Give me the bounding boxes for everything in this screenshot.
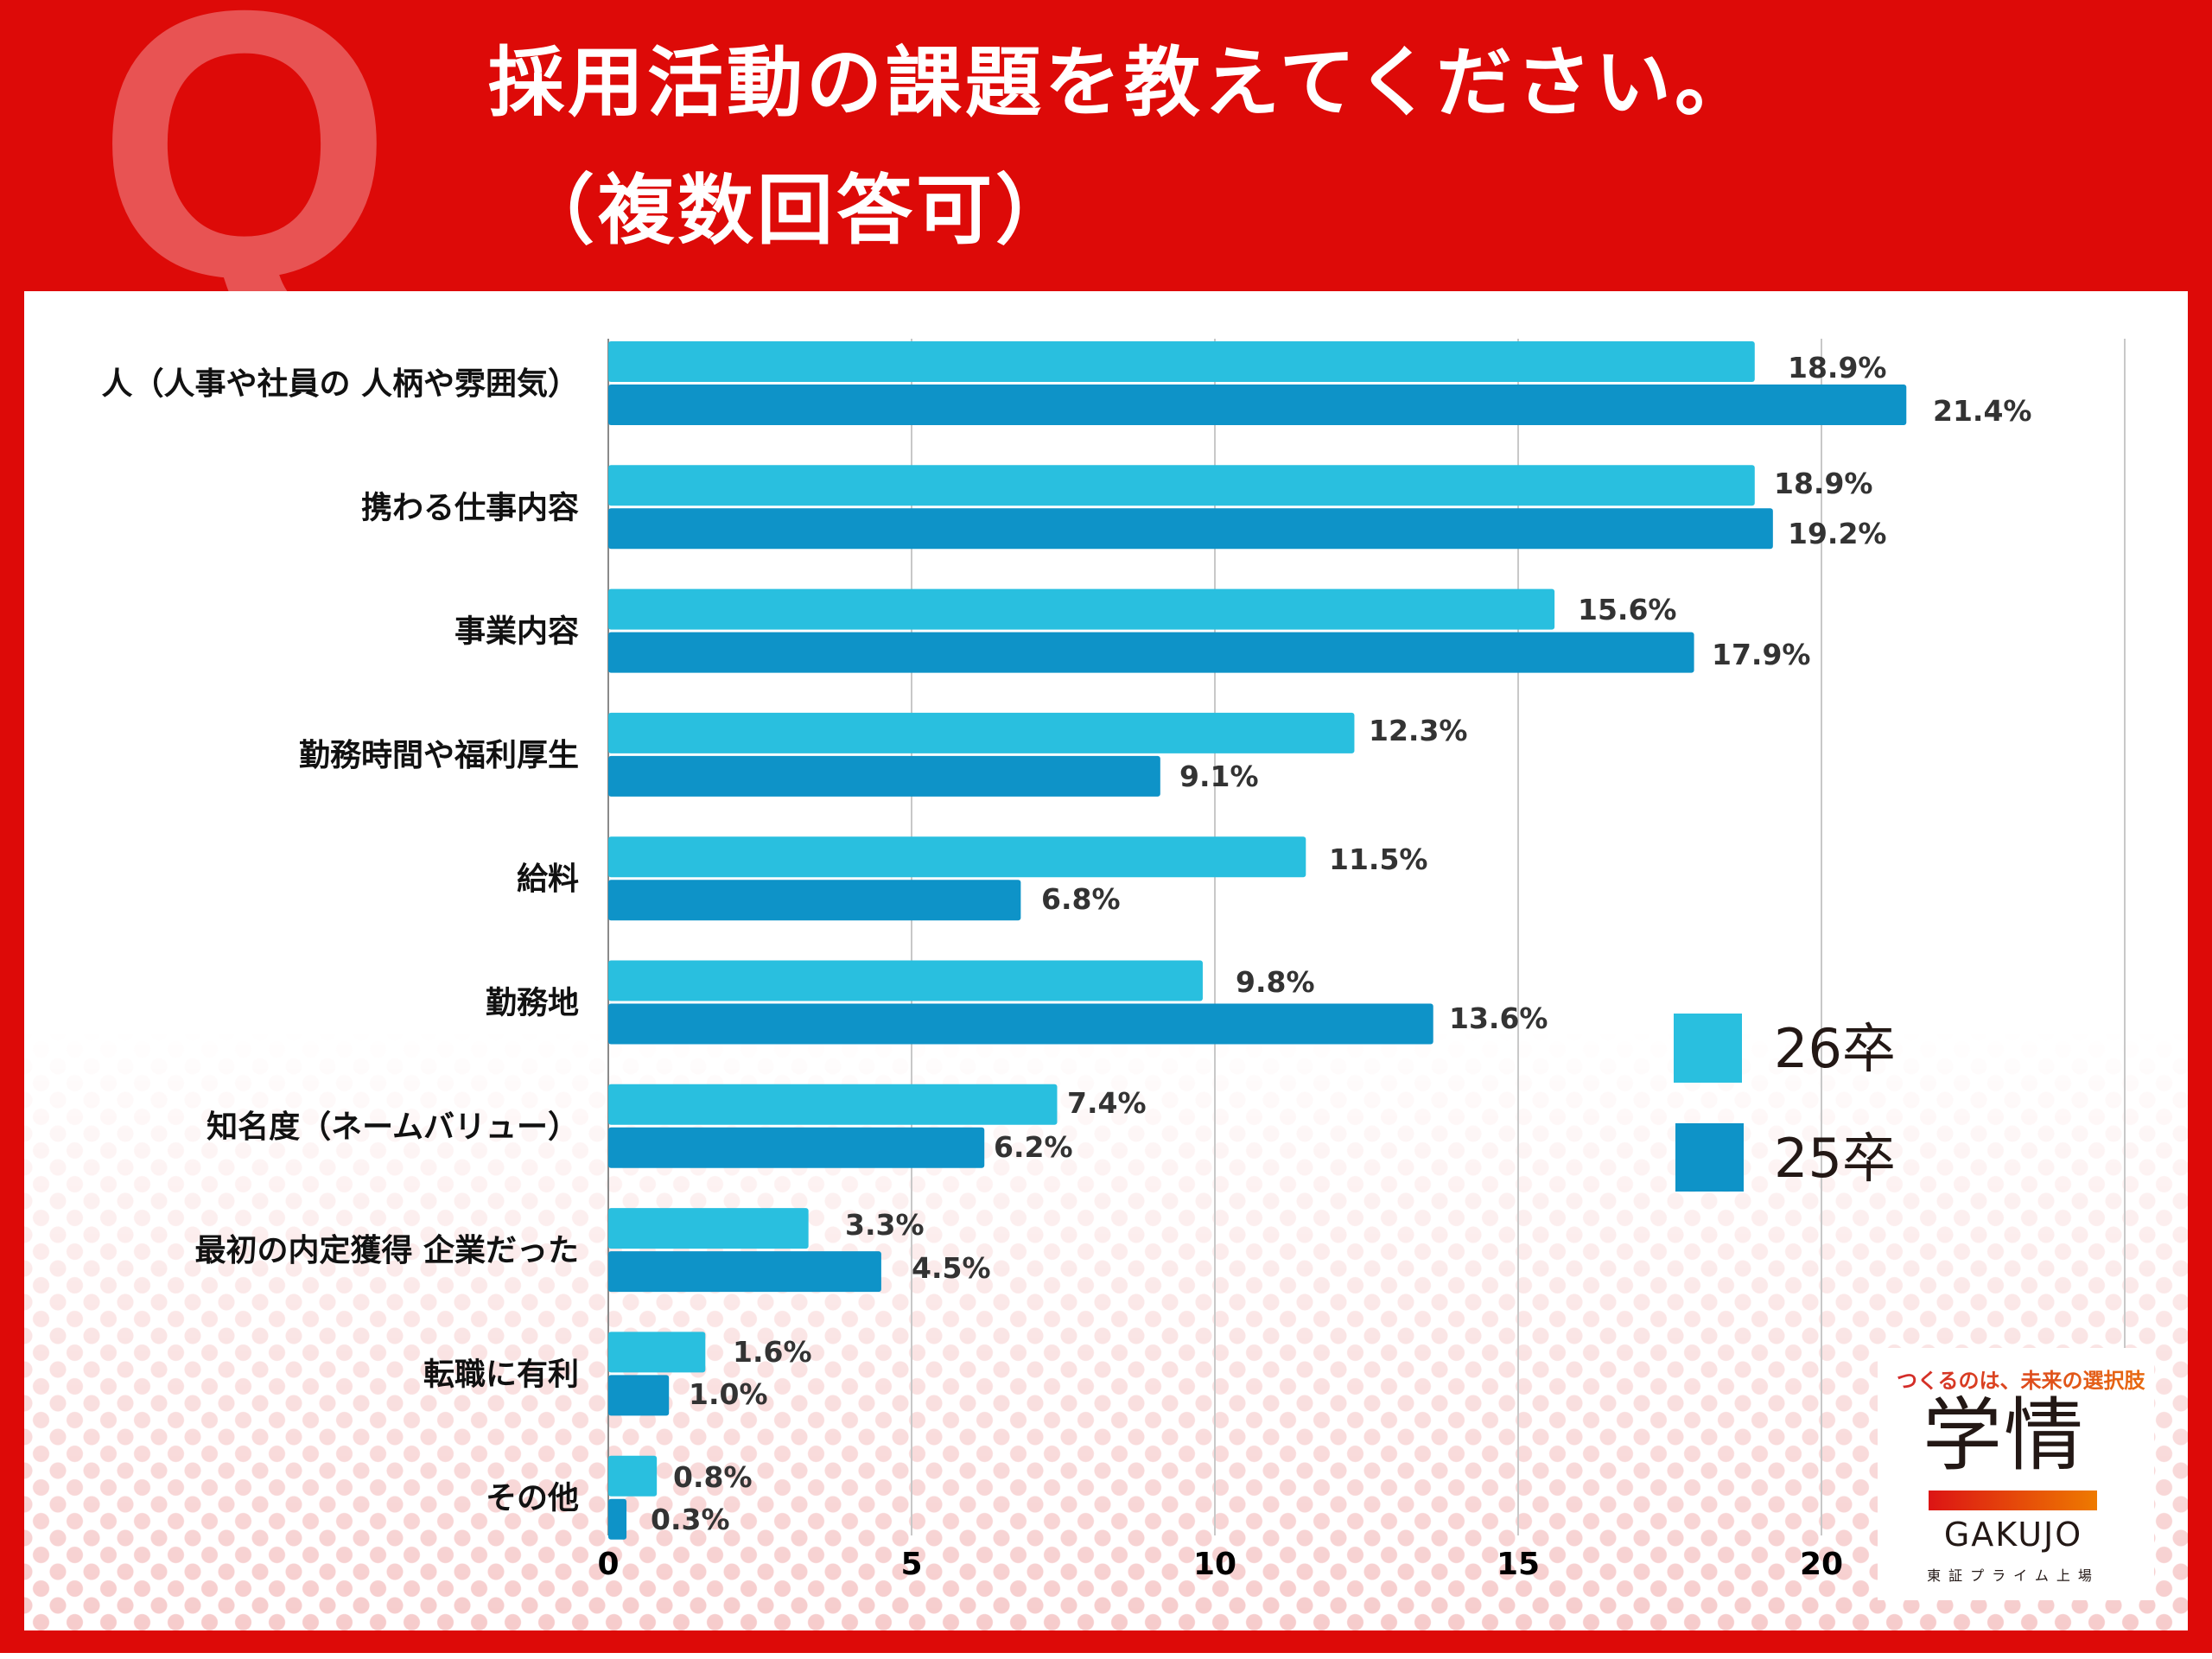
value-label: 9.8% [1236, 965, 1315, 999]
bar-25 [608, 880, 1021, 921]
category-label: 知名度（ネームバリュー） [207, 1109, 579, 1145]
category-label: 携わる仕事内容 [361, 490, 579, 525]
logo-subtitle: 東証プライム上場 [1927, 1567, 2100, 1584]
bars [608, 341, 1907, 1540]
bar-26 [608, 588, 1555, 630]
value-label: 0.3% [651, 1503, 730, 1536]
value-label: 18.9% [1774, 467, 1873, 500]
bar-26 [608, 1084, 1058, 1125]
bar-26 [608, 341, 1755, 382]
category-label: 人（人事や社員の 人柄や雰囲気） [101, 366, 579, 402]
logo-english: GAKUJO [1943, 1516, 2083, 1554]
legend-label-26: 26卒 [1774, 1017, 1896, 1080]
legend-swatch-26 [1674, 1014, 1742, 1083]
category-label: 転職に有利 [423, 1357, 579, 1392]
bar-26 [608, 1208, 809, 1249]
bar-25 [608, 1127, 985, 1168]
value-label: 0.8% [673, 1460, 753, 1494]
bar-25 [608, 1251, 881, 1293]
value-label: 7.4% [1067, 1086, 1147, 1120]
category-label: 勤務時間や福利厚生 [299, 738, 579, 773]
value-label: 9.1% [1179, 760, 1259, 793]
value-label: 4.5% [912, 1251, 991, 1285]
value-label: 11.5% [1329, 842, 1428, 876]
value-label: 19.2% [1788, 517, 1887, 550]
x-tick-label: 15 [1497, 1547, 1540, 1582]
value-label: 18.9% [1788, 351, 1887, 385]
bar-26 [608, 712, 1355, 753]
legend-label-25: 25卒 [1774, 1127, 1896, 1190]
q-mark-decoration: Q [97, 0, 393, 357]
category-label: 事業内容 [454, 614, 579, 650]
value-label: 3.3% [845, 1208, 925, 1242]
x-tick-label: 20 [1800, 1547, 1843, 1582]
page-subtitle: （複数回答可） [518, 166, 1076, 255]
logo-tagline: つくるのは、未来の選択肢 [1897, 1363, 2145, 1394]
x-tick-label: 5 [900, 1547, 922, 1582]
category-label: その他 [486, 1481, 579, 1516]
legend: 26卒 25卒 [1674, 1014, 1896, 1192]
x-axis-ticks: 0 5 10 15 20 [597, 1547, 1843, 1582]
category-labels: 人（人事や社員の 人柄や雰囲気） 携わる仕事内容事業内容勤務時間や福利厚生給料勤務… [101, 366, 579, 1516]
x-tick-label: 10 [1193, 1547, 1236, 1582]
value-labels: 18.9% 21.4% 18.9% 19.2% 15.6% 17.9% 12.3% 9.1% 1… [651, 351, 2032, 1536]
bar-26 [608, 836, 1306, 878]
bar-26 [608, 960, 1203, 1001]
bar-26 [608, 465, 1755, 506]
x-tick-label: 0 [597, 1547, 619, 1582]
logo-gradient-bar [1929, 1491, 2097, 1510]
bar-25 [608, 632, 1694, 673]
value-label: 21.4% [1933, 394, 2032, 428]
bar-25 [608, 508, 1773, 550]
value-label: 12.3% [1369, 714, 1468, 747]
bottom-strip [0, 1653, 2212, 1659]
bar-25 [608, 1003, 1433, 1045]
bar-25 [608, 755, 1160, 797]
gakujo-logo: つくるのは、未来の選択肢 学情 GAKUJO 東証プライム上場 [1878, 1348, 2154, 1600]
value-label: 1.0% [689, 1377, 768, 1411]
bar-25 [608, 1498, 627, 1540]
value-label: 17.9% [1712, 638, 1811, 671]
value-label: 6.8% [1041, 882, 1121, 916]
logo-kanji: 学情 [1923, 1389, 2086, 1482]
page-title: 採用活動の課題を教えてください。 [488, 38, 1754, 127]
value-label: 15.6% [1578, 593, 1677, 626]
legend-swatch-25 [1675, 1123, 1744, 1192]
category-label: 最初の内定獲得 企業だった [194, 1232, 579, 1268]
bar-25 [608, 385, 1907, 425]
value-label: 1.6% [733, 1335, 812, 1369]
bar-26 [608, 1455, 658, 1497]
category-label: 勤務地 [486, 986, 579, 1021]
category-label: 給料 [517, 861, 579, 897]
bar-26 [608, 1332, 706, 1373]
bar-25 [608, 1375, 670, 1416]
value-label: 13.6% [1449, 1001, 1548, 1035]
value-label: 6.2% [994, 1130, 1073, 1164]
